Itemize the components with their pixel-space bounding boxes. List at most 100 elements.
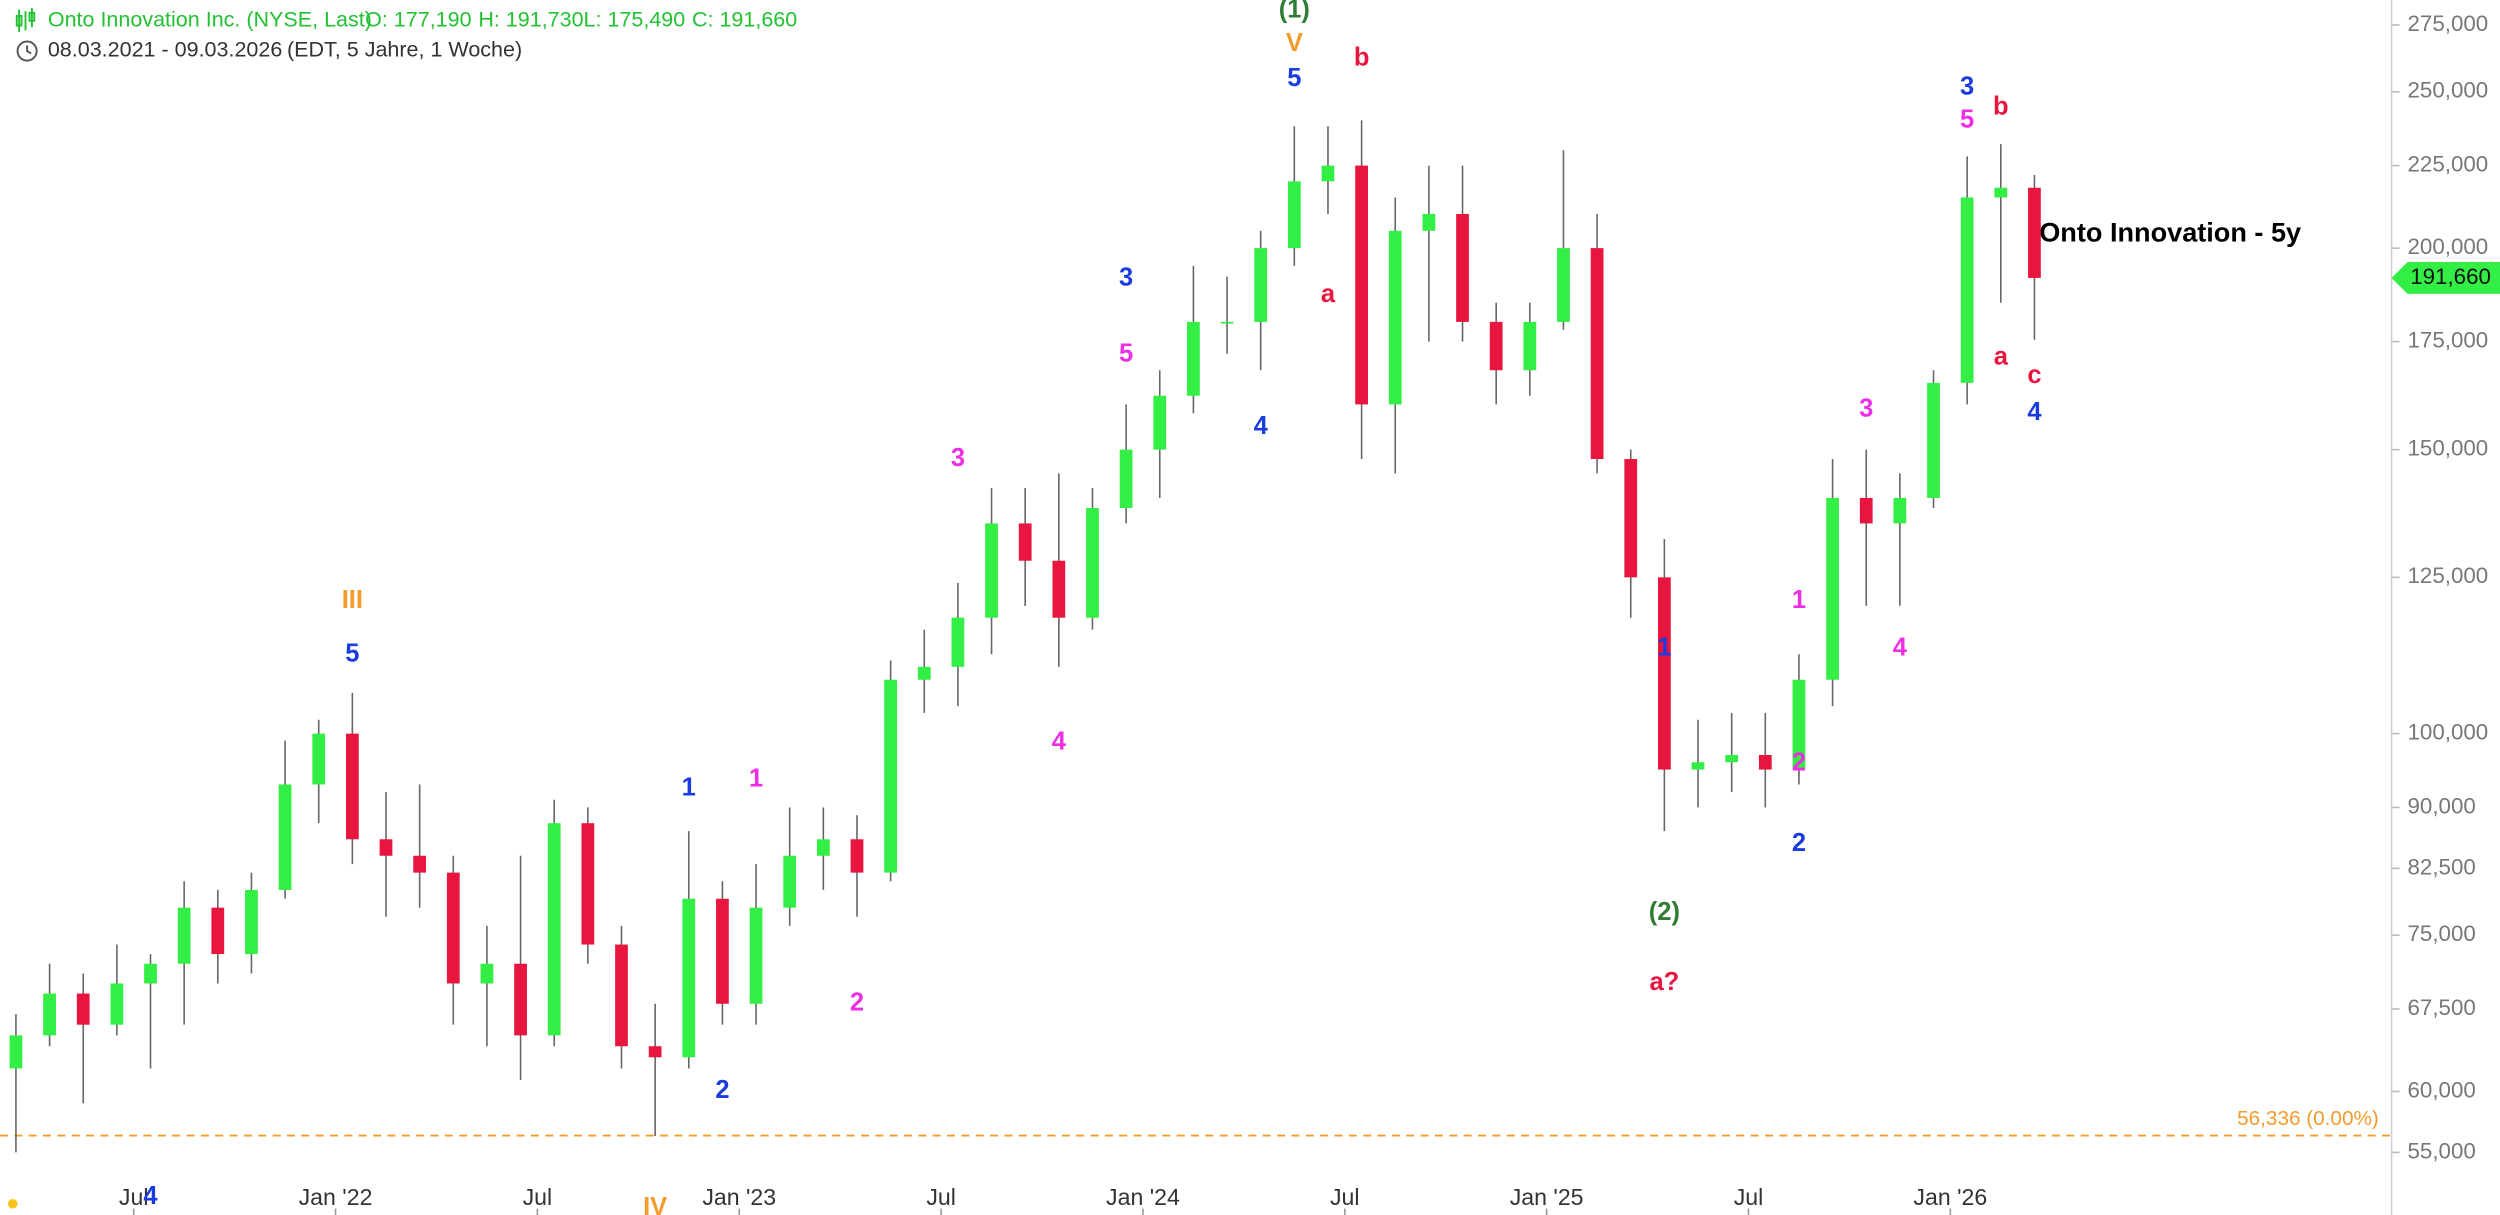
candle-body [245, 889, 258, 955]
candle-body [211, 907, 225, 955]
candle-body [985, 523, 998, 618]
x-tick-label: Jan '23 [702, 1184, 776, 1210]
wave-label: (2) [1649, 898, 1680, 926]
candle-body [1321, 165, 1335, 182]
last-price-label: 191,660 [2410, 264, 2491, 289]
y-tick-label: 225,000 [2408, 152, 2489, 177]
candle-body [1960, 197, 1974, 383]
wave-label: V [1286, 29, 1303, 57]
candle-body [1758, 754, 1772, 770]
candle-body [1893, 497, 1907, 524]
candle-body [682, 898, 696, 1058]
y-tick-label: 250,000 [2408, 78, 2489, 103]
candle-body [1153, 395, 1167, 450]
x-tick-label: Jan '22 [299, 1184, 373, 1210]
ohlc-high: H: 191,730 [478, 7, 583, 31]
candle-body [1624, 459, 1638, 578]
candle-body [648, 1046, 662, 1058]
wave-label: 5 [1287, 64, 1301, 92]
ohlc-low: L: 175,490 [584, 7, 686, 31]
candle-body [783, 855, 797, 908]
wave-label: 1 [749, 765, 763, 793]
wave-label: III [342, 586, 363, 614]
last-price-badge [2391, 262, 2500, 294]
range-info: (EDT, 5 Jahre, 1 Woche) [287, 38, 522, 62]
x-tick-label: Jul [926, 1184, 956, 1210]
candle-body [1220, 321, 1234, 324]
clock-icon [16, 40, 38, 62]
y-tick-label: 82,500 [2408, 854, 2476, 879]
wave-label: c [2027, 361, 2041, 389]
x-tick-label: Jan '24 [1106, 1184, 1180, 1210]
wave-label: 5 [1119, 340, 1133, 368]
candle-body [615, 944, 628, 1047]
wave-label: 1 [1657, 633, 1671, 661]
wave-label: 2 [715, 1076, 729, 1104]
candle-body [1254, 248, 1268, 322]
wave-label: 4 [143, 1182, 158, 1210]
candle-body [1994, 187, 2008, 198]
candle-body [716, 898, 729, 1004]
support-label: 56,336 (0.00%) [2237, 1107, 2379, 1130]
candle-body [1557, 248, 1570, 322]
candles [9, 120, 2041, 1153]
wave-label: a? [1649, 968, 1679, 996]
candle-body [816, 839, 830, 856]
candle-body [1355, 165, 1368, 405]
x-tick-label: Jul [1734, 1184, 1764, 1210]
y-tick-label: 90,000 [2408, 793, 2476, 818]
candle-body [1523, 321, 1537, 371]
candle-body [1927, 382, 1940, 498]
x-tick-label: Jul [119, 1184, 149, 1210]
candle-body [850, 839, 864, 873]
instrument-name: Onto Innovation Inc. (NYSE, Last) [48, 7, 372, 31]
x-tick-label: Jan '26 [1913, 1184, 1987, 1210]
wave-label: (1) [1279, 0, 1310, 24]
candle-body [480, 963, 494, 984]
wave-label: 3 [1859, 394, 1873, 422]
wave-label: 4 [1893, 633, 1908, 661]
candle-body [413, 855, 427, 873]
candle-body [1018, 523, 1032, 561]
y-tick-label: 150,000 [2408, 436, 2489, 461]
y-tick-label: 200,000 [2408, 234, 2489, 259]
marker-dot [7, 1199, 18, 1209]
ohlc-open: O: 177,190 [365, 7, 471, 31]
wave-label: 4 [1052, 728, 1067, 756]
y-tick-label: 175,000 [2408, 328, 2489, 353]
candle-body [1456, 213, 1469, 322]
wave-label: a [1994, 343, 2009, 371]
candle-body [1859, 497, 1873, 524]
candle-body [1792, 679, 1806, 770]
wave-label: 1 [682, 774, 696, 802]
instrument-icon [15, 8, 36, 32]
candle-body [1187, 321, 1200, 396]
wave-label: 4 [1254, 412, 1269, 440]
candle-body [1658, 577, 1671, 770]
candle-body [547, 823, 561, 1036]
x-tick-label: Jul [1330, 1184, 1360, 1210]
y-tick-label: 67,500 [2408, 995, 2476, 1020]
candle-body [917, 666, 931, 680]
wave-label: 2 [850, 989, 864, 1017]
wave-label: 3 [1119, 264, 1133, 292]
candle-body [1489, 321, 1503, 371]
candle-body [1826, 497, 1839, 680]
candle-body [9, 1035, 23, 1069]
candle-body [2028, 187, 2041, 278]
y-tick-label: 60,000 [2408, 1077, 2476, 1102]
candle-body [1388, 230, 1402, 405]
wave-label: 5 [345, 640, 359, 668]
candle-body [446, 872, 460, 984]
candle-body [1691, 762, 1705, 770]
candle-body [951, 617, 965, 667]
wave-label: 5 [1960, 105, 1974, 133]
candle-body [749, 907, 763, 1004]
candle-body [581, 823, 595, 945]
chart-title: Onto Innovation - 5y [2039, 217, 2301, 248]
candle-body [514, 963, 527, 1036]
y-tick-label: 275,000 [2408, 11, 2489, 36]
x-tick-label: Jan '25 [1510, 1184, 1584, 1210]
